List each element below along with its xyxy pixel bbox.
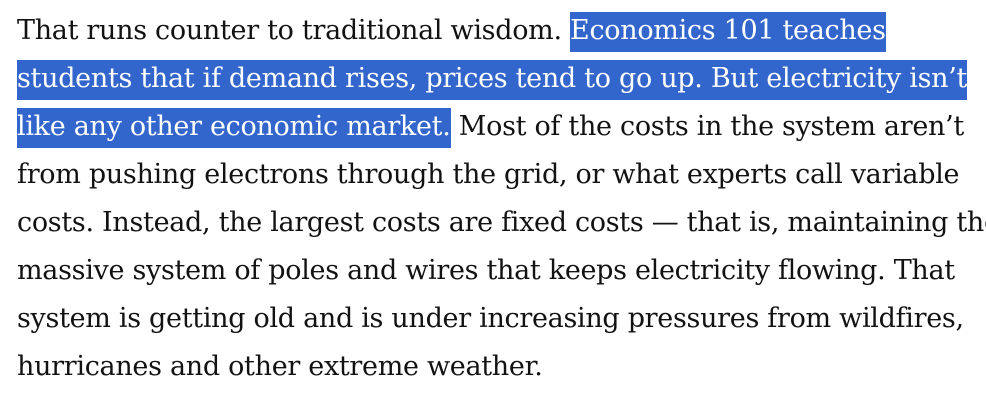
- selected-text[interactable]: students that if demand rises, prices te…: [17, 60, 967, 100]
- plain-text: hurricanes and other extreme weather.: [17, 351, 543, 382]
- paragraph-line-5: costs. Instead, the largest costs are fi…: [17, 199, 986, 247]
- plain-text: That runs counter to traditional wisdom.: [17, 15, 571, 46]
- paragraph-line-1: That runs counter to traditional wisdom.…: [17, 7, 979, 55]
- plain-text: Most of the costs in the system aren’t: [450, 111, 964, 142]
- paragraph-line-3: like any other economic market. Most of …: [17, 103, 979, 151]
- plain-text: massive system of poles and wires that k…: [17, 255, 955, 286]
- plain-text: system is getting old and is under incre…: [17, 303, 964, 334]
- selected-text[interactable]: Economics 101 teaches: [570, 12, 886, 52]
- paragraph-line-6: massive system of poles and wires that k…: [17, 247, 979, 295]
- paragraph-line-7: system is getting old and is under incre…: [17, 295, 979, 343]
- paragraph-line-4: from pushing electrons through the grid,…: [17, 151, 979, 199]
- selected-text[interactable]: like any other economic market.: [17, 108, 451, 148]
- paragraph-line-2: students that if demand rises, prices te…: [17, 55, 979, 103]
- plain-text: from pushing electrons through the grid,…: [17, 159, 960, 190]
- article-paragraph: That runs counter to traditional wisdom.…: [17, 7, 986, 391]
- plain-text: costs. Instead, the largest costs are fi…: [17, 207, 986, 238]
- paragraph-line-8: hurricanes and other extreme weather.: [17, 343, 979, 391]
